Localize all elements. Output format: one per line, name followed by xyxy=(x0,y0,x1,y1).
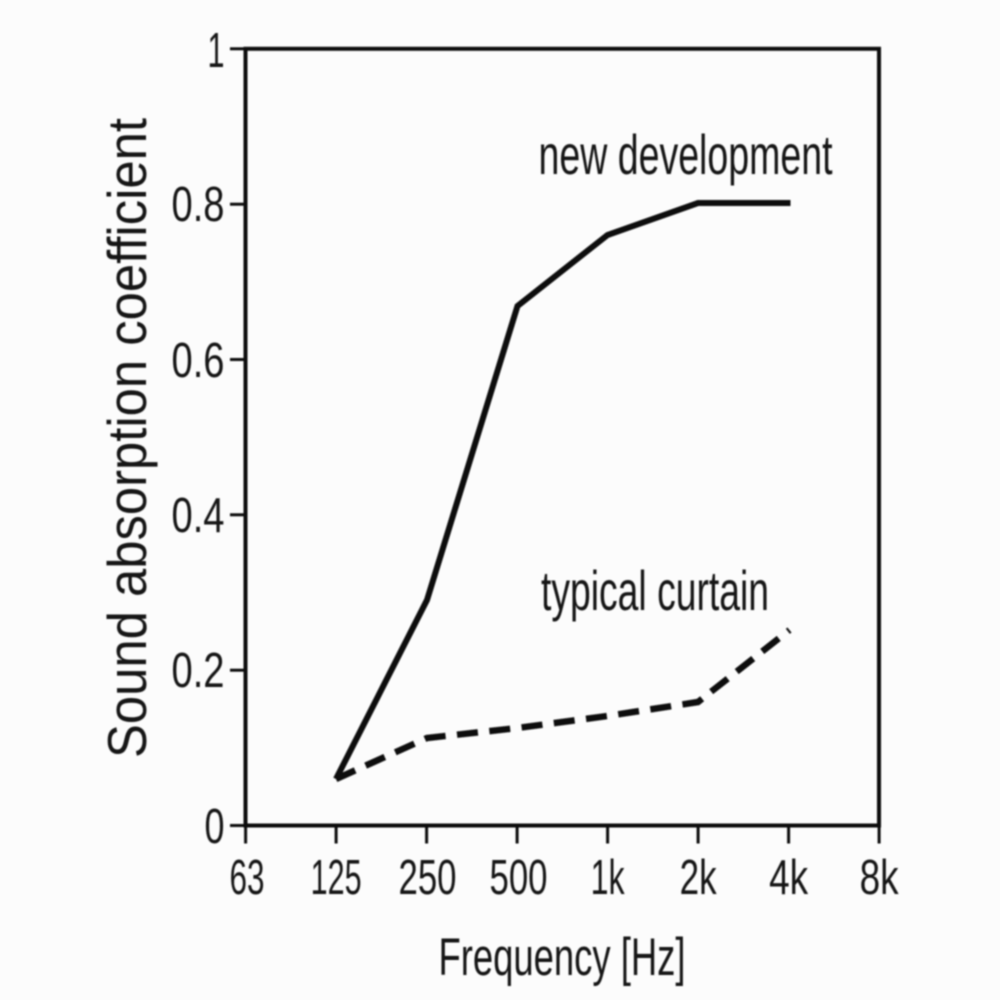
svg-text:1k: 1k xyxy=(591,851,625,905)
svg-text:8k: 8k xyxy=(860,851,899,905)
svg-text:Frequency [Hz]: Frequency [Hz] xyxy=(439,928,686,987)
svg-text:250: 250 xyxy=(399,851,457,905)
svg-text:0.2: 0.2 xyxy=(172,644,225,698)
svg-text:500: 500 xyxy=(490,851,548,905)
svg-text:0.8: 0.8 xyxy=(172,178,225,232)
svg-text:new development: new development xyxy=(539,123,833,186)
svg-text:4k: 4k xyxy=(769,851,808,905)
svg-text:125: 125 xyxy=(311,851,362,905)
svg-text:0: 0 xyxy=(205,800,225,854)
svg-text:typical curtain: typical curtain xyxy=(541,559,769,622)
svg-text:63: 63 xyxy=(230,851,265,905)
svg-text:0.6: 0.6 xyxy=(172,334,225,388)
svg-text:2k: 2k xyxy=(680,851,717,905)
svg-text:0.4: 0.4 xyxy=(172,489,225,543)
svg-text:Sound absorption coefficient: Sound absorption coefficient xyxy=(96,118,158,758)
svg-text:1: 1 xyxy=(208,24,225,78)
